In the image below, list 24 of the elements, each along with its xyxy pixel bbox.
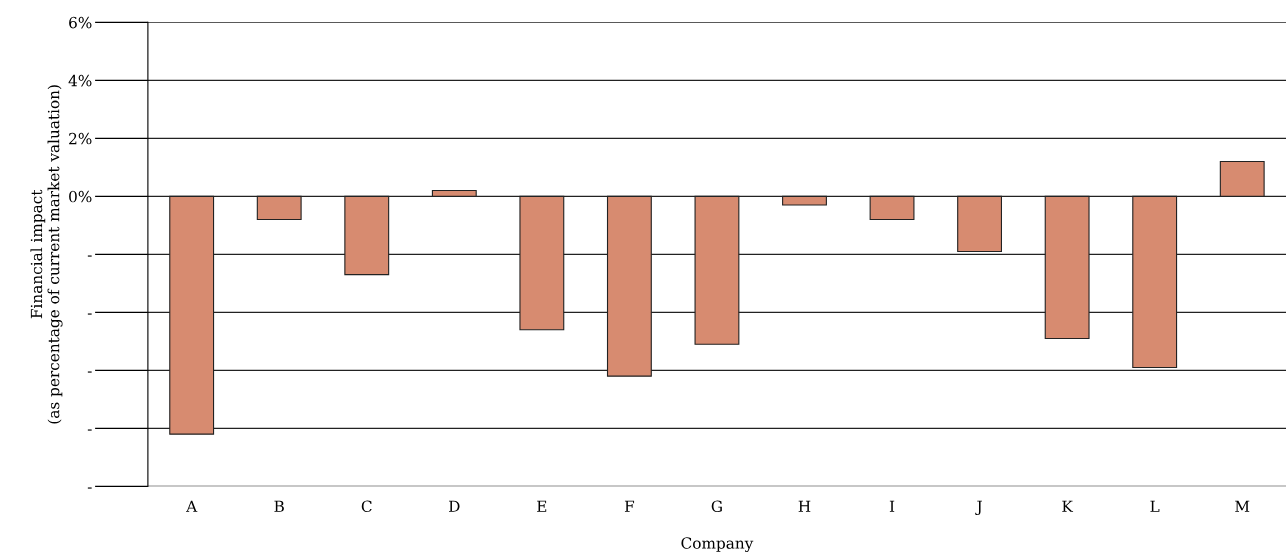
y-tick-label: 4% (68, 74, 92, 87)
x-tick-label: F (624, 500, 635, 512)
x-tick-label: G (711, 500, 722, 513)
y-tick-label: 6% (69, 16, 92, 29)
y-tick-label: - (87, 371, 92, 373)
x-axis-title: Company (681, 537, 754, 553)
y-tick-label: 0% (69, 190, 92, 203)
x-tick-label: B (274, 500, 284, 512)
x-tick-label: J (975, 500, 982, 515)
y-tick-label: - (87, 487, 92, 489)
x-tick-label: M (1235, 500, 1250, 512)
x-tick-label: E (537, 500, 547, 512)
x-tick-label: L (1150, 500, 1160, 512)
x-tick-label: K (1062, 500, 1074, 512)
x-tick-label: C (361, 500, 372, 513)
x-tick-label: A (186, 500, 198, 512)
y-tick-label: - (87, 255, 92, 257)
x-tick-label: H (798, 500, 811, 512)
y-tick-label: 2% (69, 132, 92, 145)
x-tick-label: D (449, 500, 460, 512)
y-tick-label: - (87, 313, 92, 315)
y-axis-title: Financial impact (as percentage of current market valuation) (30, 85, 63, 424)
x-tick-label: I (889, 500, 895, 512)
y-tick-label: - (87, 429, 92, 431)
